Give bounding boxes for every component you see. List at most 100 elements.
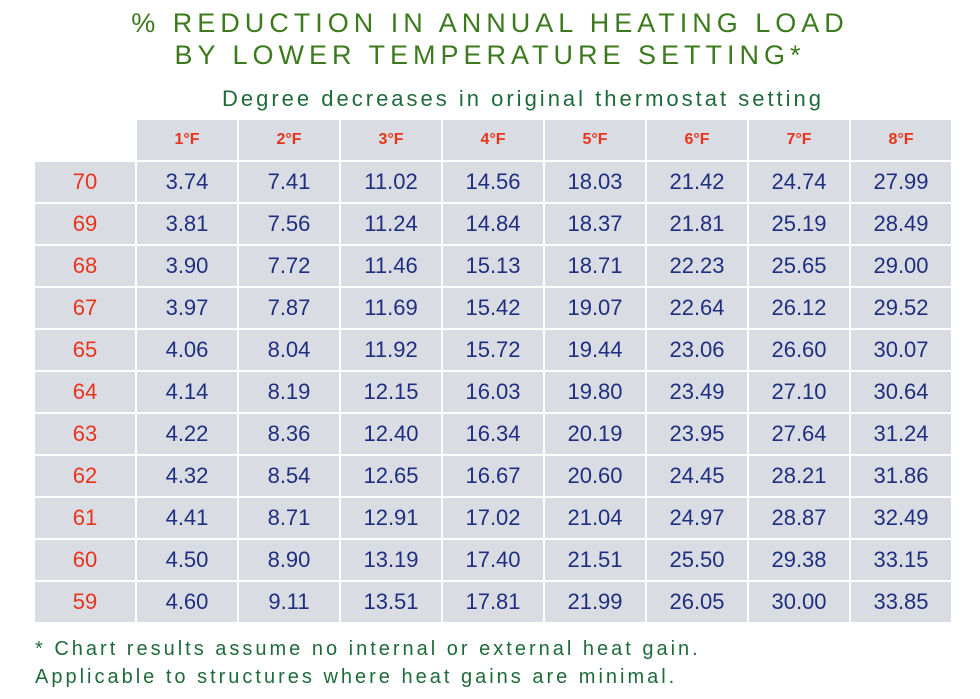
footnote-line-1: * Chart results assume no internal or ex… [35, 638, 701, 660]
table-cell: 27.64 [747, 412, 851, 456]
table-cell: 22.64 [645, 286, 749, 330]
column-header: 4°F [441, 118, 545, 162]
column-header: 8°F [849, 118, 953, 162]
table-cell: 8.04 [237, 328, 341, 372]
table-cell: 30.07 [849, 328, 953, 372]
table-cell: 17.81 [441, 580, 545, 624]
table-cell: 16.03 [441, 370, 545, 414]
row-label-temperature: 64 [33, 370, 137, 414]
table-cell: 11.69 [339, 286, 443, 330]
footnote-line-2: Applicable to structures where heat gain… [35, 666, 678, 688]
table-cell: 7.56 [237, 202, 341, 246]
row-label-temperature: 59 [33, 580, 137, 624]
table-cell: 14.56 [441, 160, 545, 204]
table-cell: 26.12 [747, 286, 851, 330]
table-cell: 3.74 [135, 160, 239, 204]
row-label-temperature: 70 [33, 160, 137, 204]
table-cell: 26.60 [747, 328, 851, 372]
table-cell: 7.41 [237, 160, 341, 204]
column-header: 1°F [135, 118, 239, 162]
table-cell: 11.24 [339, 202, 443, 246]
table-cell: 25.50 [645, 538, 749, 582]
table-cell: 28.87 [747, 496, 851, 540]
table-cell: 14.84 [441, 202, 545, 246]
table-cell: 17.02 [441, 496, 545, 540]
table-cell: 12.65 [339, 454, 443, 498]
table-cell: 33.85 [849, 580, 953, 624]
table-cell: 28.21 [747, 454, 851, 498]
table-cell: 31.24 [849, 412, 953, 456]
table-cell: 15.72 [441, 328, 545, 372]
table-cell: 11.92 [339, 328, 443, 372]
table-cell: 27.10 [747, 370, 851, 414]
table-cell: 4.50 [135, 538, 239, 582]
table-cell: 8.19 [237, 370, 341, 414]
row-label-temperature: 65 [33, 328, 137, 372]
table-cell: 31.86 [849, 454, 953, 498]
table-cell: 23.06 [645, 328, 749, 372]
column-header: 6°F [645, 118, 749, 162]
table-cell: 3.90 [135, 244, 239, 288]
table-cell: 4.41 [135, 496, 239, 540]
row-label-temperature: 62 [33, 454, 137, 498]
table-cell: 18.37 [543, 202, 647, 246]
table-cell: 24.45 [645, 454, 749, 498]
table-cell: 12.40 [339, 412, 443, 456]
table-cell: 11.46 [339, 244, 443, 288]
row-label-temperature: 68 [33, 244, 137, 288]
table-cell: 4.22 [135, 412, 239, 456]
table-cell: 15.13 [441, 244, 545, 288]
table-cell: 23.49 [645, 370, 749, 414]
table-body: 70 3.74 7.41 11.02 14.56 18.03 21.42 24.74 27.99… [33, 160, 953, 624]
table-cell: 29.52 [849, 286, 953, 330]
table-cell: 17.40 [441, 538, 545, 582]
table-cell: 18.71 [543, 244, 647, 288]
table-cell: 24.97 [645, 496, 749, 540]
column-header: 3°F [339, 118, 443, 162]
row-label-temperature: 67 [33, 286, 137, 330]
table-cell: 20.19 [543, 412, 647, 456]
table-cell: 4.06 [135, 328, 239, 372]
table-cell: 8.54 [237, 454, 341, 498]
table-corner-cell [33, 118, 137, 162]
table-row: 63 4.22 8.36 12.40 16.34 20.19 23.95 27.64 31.24 [33, 412, 953, 456]
table-cell: 19.80 [543, 370, 647, 414]
table-cell: 19.44 [543, 328, 647, 372]
chart-title-line-1: % REDUCTION IN ANNUAL HEATING LOAD [131, 8, 849, 38]
row-label-temperature: 63 [33, 412, 137, 456]
table-cell: 9.11 [237, 580, 341, 624]
table-cell: 15.42 [441, 286, 545, 330]
table-cell: 4.14 [135, 370, 239, 414]
table-cell: 26.05 [645, 580, 749, 624]
table-cell: 13.51 [339, 580, 443, 624]
table-cell: 8.90 [237, 538, 341, 582]
table-cell: 16.34 [441, 412, 545, 456]
table-cell: 4.32 [135, 454, 239, 498]
table-cell: 8.71 [237, 496, 341, 540]
table-cell: 28.49 [849, 202, 953, 246]
table-cell: 3.97 [135, 286, 239, 330]
table-cell: 13.19 [339, 538, 443, 582]
table-cell: 7.72 [237, 244, 341, 288]
table-row: 60 4.50 8.90 13.19 17.40 21.51 25.50 29.38 33.15 [33, 538, 953, 582]
table-cell: 24.74 [747, 160, 851, 204]
table-cell: 21.04 [543, 496, 647, 540]
chart-title-line-2: BY LOWER TEMPERATURE SETTING* [174, 40, 806, 70]
table-cell: 11.02 [339, 160, 443, 204]
chart-subtitle: Degree decreases in original thermostat … [222, 86, 825, 111]
table-cell: 22.23 [645, 244, 749, 288]
table-cell: 12.15 [339, 370, 443, 414]
table-row: 69 3.81 7.56 11.24 14.84 18.37 21.81 25.19 28.49 [33, 202, 953, 246]
table-cell: 30.00 [747, 580, 851, 624]
row-label-temperature: 60 [33, 538, 137, 582]
table-cell: 29.38 [747, 538, 851, 582]
table-cell: 12.91 [339, 496, 443, 540]
table-row: 70 3.74 7.41 11.02 14.56 18.03 21.42 24.74 27.99 [33, 160, 953, 204]
table-cell: 3.81 [135, 202, 239, 246]
table-row: 62 4.32 8.54 12.65 16.67 20.60 24.45 28.21 31.86 [33, 454, 953, 498]
column-header: 5°F [543, 118, 647, 162]
table-cell: 4.60 [135, 580, 239, 624]
table-cell: 19.07 [543, 286, 647, 330]
table-row: 65 4.06 8.04 11.92 15.72 19.44 23.06 26.60 30.07 [33, 328, 953, 372]
table-row: 64 4.14 8.19 12.15 16.03 19.80 23.49 27.10 30.64 [33, 370, 953, 414]
